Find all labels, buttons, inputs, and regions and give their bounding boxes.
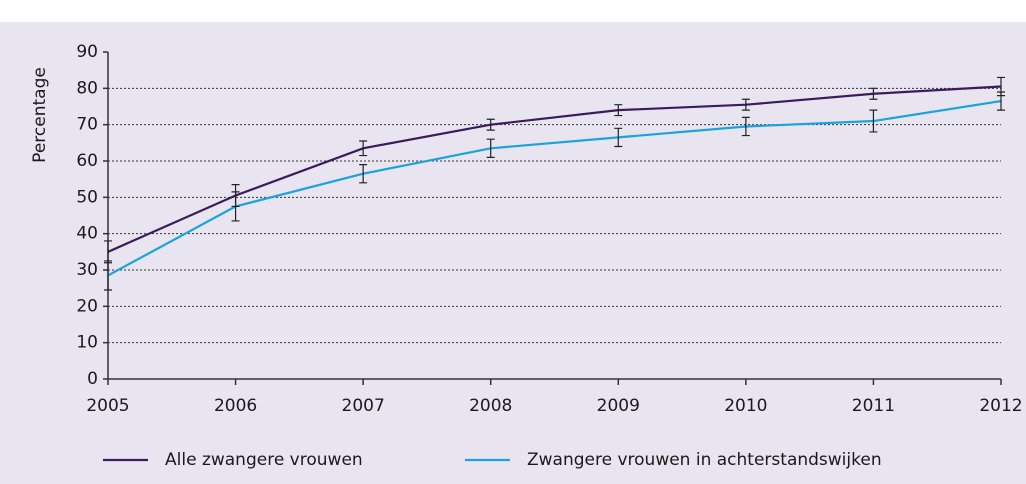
error-bar [359, 164, 368, 184]
y-tick-label: 90 [76, 42, 98, 62]
x-tick-label: 2010 [724, 396, 767, 416]
legend-label: Zwangere vrouwen in achterstandswijken [527, 450, 882, 470]
y-tick-label: 0 [87, 369, 98, 389]
error-bar [614, 127, 623, 148]
error-bar [231, 191, 240, 222]
y-tick-label: 70 [76, 115, 98, 135]
error-bar [486, 138, 495, 158]
error-bar [741, 98, 750, 111]
error-bar [486, 118, 495, 131]
x-tick-label: 2011 [852, 396, 895, 416]
y-axis-label: Percentage [30, 67, 50, 163]
error-bar [614, 104, 623, 117]
series-line [107, 85, 1002, 253]
error-bar [741, 116, 750, 137]
x-tick-label: 2007 [342, 396, 385, 416]
series-line [107, 99, 1002, 277]
y-tick-label: 30 [76, 260, 98, 280]
x-tick-label: 2009 [597, 396, 640, 416]
error-bar [869, 87, 878, 100]
x-tick-label: 2005 [86, 396, 129, 416]
error-bar [997, 91, 1005, 111]
error-bar [869, 109, 878, 133]
error-bar [104, 260, 112, 291]
y-tick-label: 60 [76, 151, 98, 171]
y-tick-label: 40 [76, 224, 98, 244]
x-tick-label: 2012 [979, 396, 1022, 416]
y-tick-label: 50 [76, 187, 98, 207]
x-tick-label: 2008 [469, 396, 512, 416]
y-tick-label: 20 [76, 296, 98, 316]
background [0, 22, 1026, 484]
legend-label: Alle zwangere vrouwen [165, 450, 363, 470]
y-tick-label: 80 [76, 78, 98, 98]
error-bar [359, 140, 368, 157]
x-tick-label: 2006 [214, 396, 257, 416]
y-tick-label: 10 [76, 333, 98, 353]
